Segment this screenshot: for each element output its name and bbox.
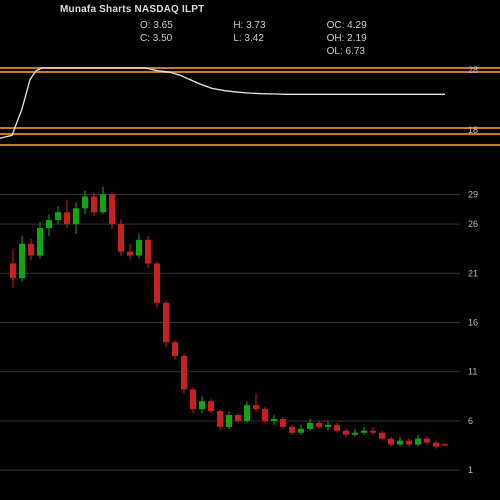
svg-text:16: 16 — [468, 318, 478, 328]
svg-text:1: 1 — [468, 465, 473, 475]
chart-svg: 2818161116212629 — [0, 0, 500, 500]
chart-root: { "title": "Munafa Sharts NASDAQ ILPT", … — [0, 0, 500, 500]
svg-text:11: 11 — [468, 367, 477, 377]
svg-text:18: 18 — [468, 125, 478, 135]
svg-text:26: 26 — [468, 219, 478, 229]
svg-text:21: 21 — [468, 268, 478, 278]
svg-text:6: 6 — [468, 416, 473, 426]
svg-text:28: 28 — [468, 65, 478, 75]
svg-text:29: 29 — [468, 190, 478, 200]
